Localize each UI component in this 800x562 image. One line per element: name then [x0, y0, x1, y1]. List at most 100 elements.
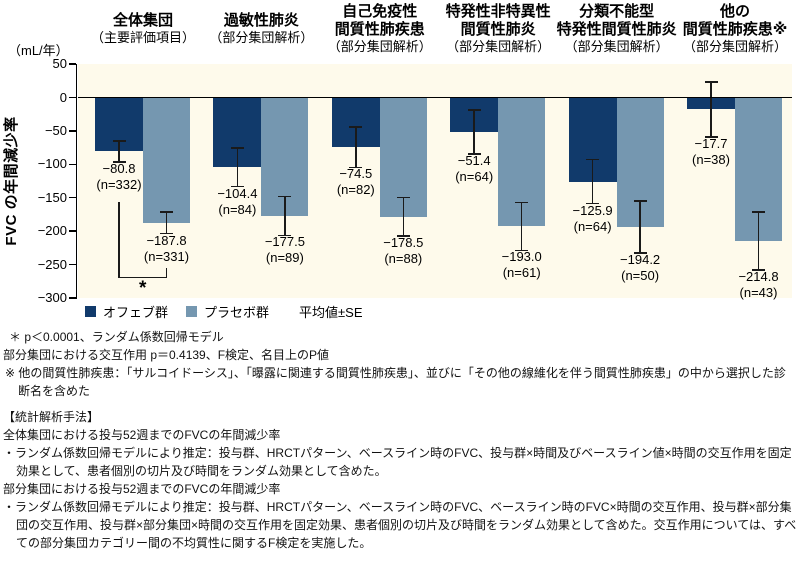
n-text: (n=64) — [455, 168, 494, 184]
error-bar-cap-bottom — [112, 161, 126, 163]
value-text: −74.5 — [339, 166, 373, 182]
bar-value-label: −177.5 (n=89) — [225, 234, 345, 266]
n-text: (n=38) — [692, 151, 730, 167]
bar-value-label: −80.8 (n=332) — [59, 161, 179, 193]
value-text: −178.5 — [383, 235, 424, 251]
error-bar-cap-top — [278, 195, 292, 198]
zero-line — [78, 96, 792, 99]
bar-value-label: −214.8 (n=43) — [699, 269, 800, 301]
group-title-line: 間質性肺疾患 — [334, 21, 425, 38]
y-tick-mark — [69, 297, 76, 299]
y-tick-label: −250 — [37, 256, 67, 272]
error-bar-cap-top — [160, 211, 173, 214]
error-bar-cap-top — [467, 108, 481, 111]
error-bar-cap-top — [515, 201, 529, 204]
error-bar-cap-bottom — [752, 268, 765, 271]
figure-root: （mL/年） FVC の年間減少率 全体集団 （主要評価項目） 過敏性肺炎 （部分集団… — [3, 0, 800, 550]
y-tick-mark — [69, 230, 76, 232]
value-text: −214.8 — [738, 268, 779, 284]
error-bar-cap-top — [633, 200, 647, 202]
bar-value-label: −51.4 (n=64) — [414, 153, 534, 185]
y-axis-unit-label: （mL/年） — [8, 43, 69, 58]
methods-title-overall: 全体集団における投与52週までのFVCの年間減少率 — [3, 428, 281, 442]
error-bar-cap-top — [586, 158, 600, 161]
n-text: (n=43) — [739, 284, 778, 300]
group-title-line: 間質性肺疾患※ — [682, 21, 788, 38]
n-text: (n=332) — [96, 177, 142, 193]
footnote-significance: ＊ p＜0.0001、ランダム係数回帰モデル — [9, 330, 224, 344]
methods-bullet-overall: ・ランダム係数回帰モデルにより推定：投与群、HRCTパターン、ベースライン時のF… — [3, 446, 792, 478]
error-bar-cap-top — [349, 126, 363, 129]
error-bar-cap-top — [396, 196, 410, 199]
error-bar-line — [355, 127, 357, 168]
error-bar-cap-top — [112, 139, 126, 142]
plot-panel — [78, 64, 792, 298]
group-title-line: 全体集団 — [112, 12, 173, 29]
group-header: 過敏性肺炎 （部分集団解析） — [181, 0, 341, 58]
bar-placebo — [143, 97, 190, 223]
group-header: 自己免疫性 間質性肺疾患 （部分集団解析） — [300, 0, 460, 58]
value-text: −17.7 — [694, 135, 728, 151]
significance-bracket-left — [118, 202, 120, 278]
group-title-line: 他の — [719, 3, 750, 20]
value-text: −104.4 — [217, 185, 258, 201]
group-subtitle: （部分集団解析） — [682, 39, 787, 54]
y-tick-mark — [69, 130, 76, 132]
error-bar-line — [591, 159, 594, 204]
chart-legend: オフェブ群 プラセボ群 平均値±SE — [85, 302, 363, 321]
error-bar-cap-top — [752, 211, 765, 214]
group-title-line: 分類不能型 — [579, 3, 655, 20]
group-title-line: 過敏性肺炎 — [223, 12, 299, 29]
group-title-line: 特発性非特異性 — [445, 3, 551, 20]
error-bar-cap-bottom — [278, 234, 292, 237]
error-bar-cap-bottom — [349, 166, 363, 169]
bar-value-label: −17.7 (n=38) — [651, 136, 771, 168]
bar-value-label: −104.4 (n=84) — [177, 186, 297, 218]
significance-bracket-bottom — [118, 276, 168, 278]
group-header: 分類不能型 特発性間質性肺炎 （部分集団解析） — [537, 0, 697, 58]
fvc-decline-chart: （mL/年） FVC の年間減少率 全体集団 （主要評価項目） 過敏性肺炎 （部分集団… — [3, 0, 800, 321]
group-title-line: 特発性間質性肺炎 — [556, 21, 677, 38]
group-title-line: 間質性肺炎 — [460, 21, 536, 38]
error-bar-line — [757, 212, 760, 270]
error-bar-cap-top — [704, 81, 718, 83]
y-tick-mark — [69, 196, 76, 199]
y-tick-mark — [69, 96, 76, 99]
group-header: 全体集団 （主要評価項目） — [63, 0, 223, 58]
methods-title-subgroup: 部分集団における投与52週までのFVCの年間減少率 — [3, 482, 281, 496]
error-bar-cap-bottom — [396, 235, 410, 237]
footnote-block: ＊ p＜0.0001、ランダム係数回帰モデル 部分集団における交互作用 p＝0.… — [0, 328, 800, 552]
placebo-legend-swatch — [186, 306, 198, 317]
value-text: −194.2 — [620, 252, 661, 268]
group-subtitle: （部分集団解析） — [209, 30, 314, 45]
y-tick-mark — [69, 163, 76, 166]
ofev-legend-label: オフェブ群 — [103, 305, 169, 320]
error-bar-line — [402, 197, 405, 237]
n-text: (n=82) — [336, 182, 375, 198]
n-text: (n=88) — [384, 251, 423, 267]
y-tick-label: 50 — [52, 56, 67, 72]
error-bar-cap-bottom — [230, 185, 244, 188]
bar-value-label: −187.8 (n=331) — [107, 233, 227, 265]
n-text: (n=61) — [502, 265, 541, 281]
error-bar-line — [710, 81, 712, 137]
bar-value-label: −125.9 (n=64) — [533, 203, 653, 235]
error-bar-cap-bottom — [586, 202, 600, 205]
error-bar-cap-bottom — [160, 232, 173, 235]
footnote-other-ild: ※ 他の間質性肺疾患：「サルコイドーシス」、「曝露に関連する間質性肺疾患」、並び… — [5, 366, 786, 398]
error-bar-line — [165, 212, 168, 234]
value-text: −125.9 — [572, 202, 613, 218]
bar-value-label: −194.2 (n=50) — [580, 252, 700, 284]
value-text: −51.4 — [457, 152, 491, 168]
y-tick-mark — [69, 63, 76, 65]
n-text: (n=64) — [573, 218, 612, 234]
y-tick-mark — [69, 263, 76, 266]
error-bar-line — [284, 196, 286, 236]
y-tick-label: −150 — [37, 189, 67, 205]
y-tick-label: −100 — [37, 156, 67, 172]
error-bar-cap-bottom — [704, 135, 718, 138]
y-tick-label: −300 — [37, 289, 67, 305]
error-bar-cap-bottom — [467, 153, 481, 155]
value-text: −80.8 — [102, 161, 136, 177]
error-bar-cap-bottom — [515, 249, 529, 252]
